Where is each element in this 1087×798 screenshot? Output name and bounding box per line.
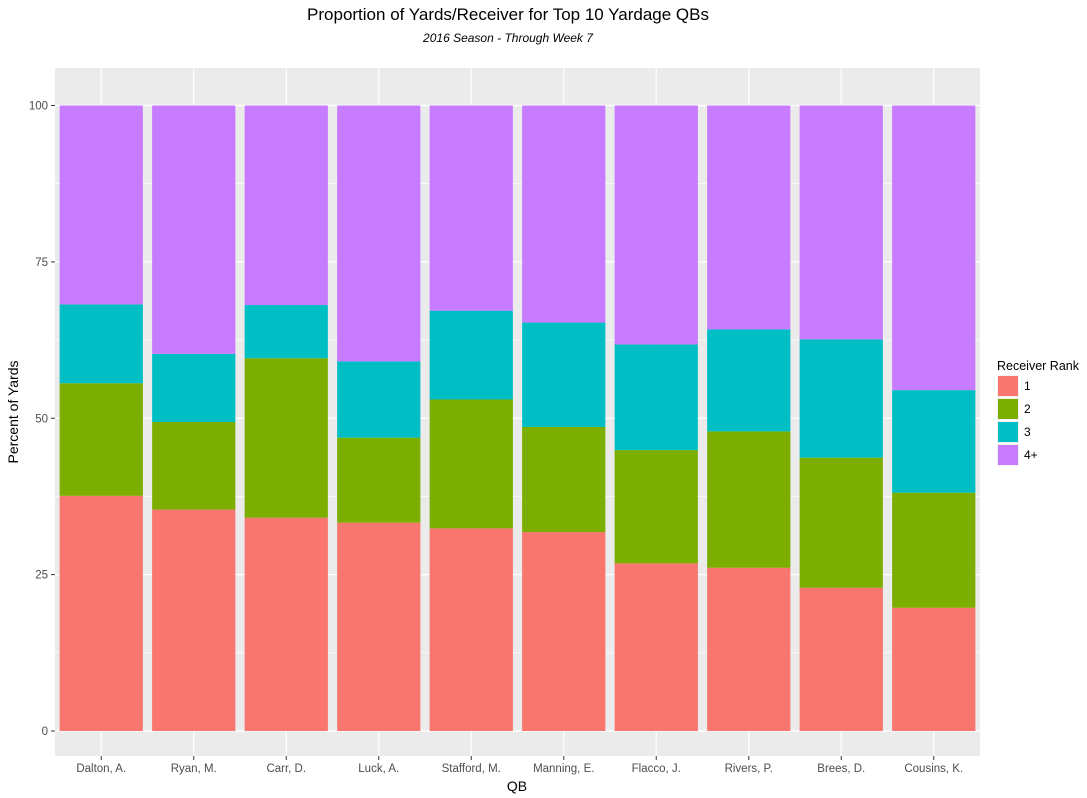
bar-segment: [152, 353, 236, 423]
legend-key-swatch: [998, 422, 1018, 442]
x-tick-label: Manning, E.: [533, 763, 594, 775]
x-tick-label: Luck, A.: [358, 763, 399, 775]
bar-segment: [522, 322, 606, 428]
bar-segment: [429, 399, 513, 529]
legend-title: Receiver Rank: [997, 359, 1080, 373]
legend: Receiver Rank 1 2 3 4+: [997, 359, 1080, 466]
bar-segment: [152, 105, 236, 354]
bar-segment: [244, 517, 328, 731]
bar-segment: [337, 361, 421, 438]
bar-segment: [707, 329, 791, 432]
chart-subtitle: 2016 Season - Through Week 7: [422, 31, 594, 45]
legend-key-swatch: [998, 376, 1018, 396]
bar-segment: [892, 492, 976, 608]
bar-segment: [244, 105, 328, 306]
y-axis-title: Percent of Yards: [5, 361, 21, 464]
legend-label: 2: [1024, 402, 1031, 416]
bar-segment: [337, 522, 421, 731]
bar-segment: [59, 304, 143, 384]
bar-segment: [244, 305, 328, 359]
bar-segment: [337, 437, 421, 523]
legend-key-swatch: [998, 445, 1018, 465]
bar-segment: [799, 587, 883, 731]
bar-segment: [892, 607, 976, 731]
bar-segment: [244, 358, 328, 518]
bar-segment: [522, 532, 606, 731]
x-tick-label: Brees, D.: [817, 763, 865, 775]
x-tick-label: Flacco, J.: [632, 763, 681, 775]
x-tick-label: Carr, D.: [266, 763, 306, 775]
bar-segment: [59, 105, 143, 305]
bar-segment: [799, 457, 883, 588]
y-tick-label: 100: [29, 101, 48, 113]
bar-segment: [522, 427, 606, 533]
y-tick-label: 75: [35, 257, 48, 269]
legend-label: 1: [1024, 379, 1031, 393]
bar-segment: [429, 528, 513, 731]
bar-segment: [799, 339, 883, 458]
bar-segment: [522, 105, 606, 323]
bars: [59, 105, 976, 731]
bar-segment: [707, 105, 791, 330]
bar-segment: [429, 310, 513, 400]
bar-segment: [614, 563, 698, 731]
x-tick-label: Dalton, A.: [76, 763, 126, 775]
bar-segment: [614, 344, 698, 451]
bar-segment: [152, 422, 236, 510]
bar-segment: [59, 383, 143, 496]
bar-segment: [799, 105, 883, 340]
x-axis-ticks: Dalton, A. Ryan, M. Carr, D. Luck, A. Staffo…: [76, 756, 963, 775]
x-tick-label: Cousins, K.: [904, 763, 963, 775]
bar-segment: [892, 105, 976, 391]
x-tick-label: Rivers, P.: [725, 763, 773, 775]
legend-items: 1 2 3 4+: [997, 375, 1038, 466]
chart-title: Proportion of Yards/Receiver for Top 10 …: [307, 5, 709, 24]
y-tick-label: 0: [42, 726, 48, 738]
bar-segment: [614, 105, 698, 345]
bar-segment: [429, 105, 513, 311]
bar-segment: [707, 431, 791, 568]
bar-segment: [707, 567, 791, 731]
y-axis-ticks: 0 25 50 75 100: [29, 101, 55, 738]
x-tick-label: Stafford, M.: [442, 763, 501, 775]
legend-label: 4+: [1024, 448, 1038, 462]
bar-segment: [59, 495, 143, 731]
bar-segment: [892, 390, 976, 493]
bar-segment: [614, 450, 698, 564]
legend-label: 3: [1024, 425, 1031, 439]
y-tick-label: 25: [35, 570, 48, 582]
bar-segment: [152, 509, 236, 731]
legend-key-swatch: [998, 399, 1018, 419]
y-tick-label: 50: [35, 413, 48, 425]
bar-segment: [337, 105, 421, 362]
x-tick-label: Ryan, M.: [171, 763, 217, 775]
x-axis-title: QB: [507, 778, 527, 794]
